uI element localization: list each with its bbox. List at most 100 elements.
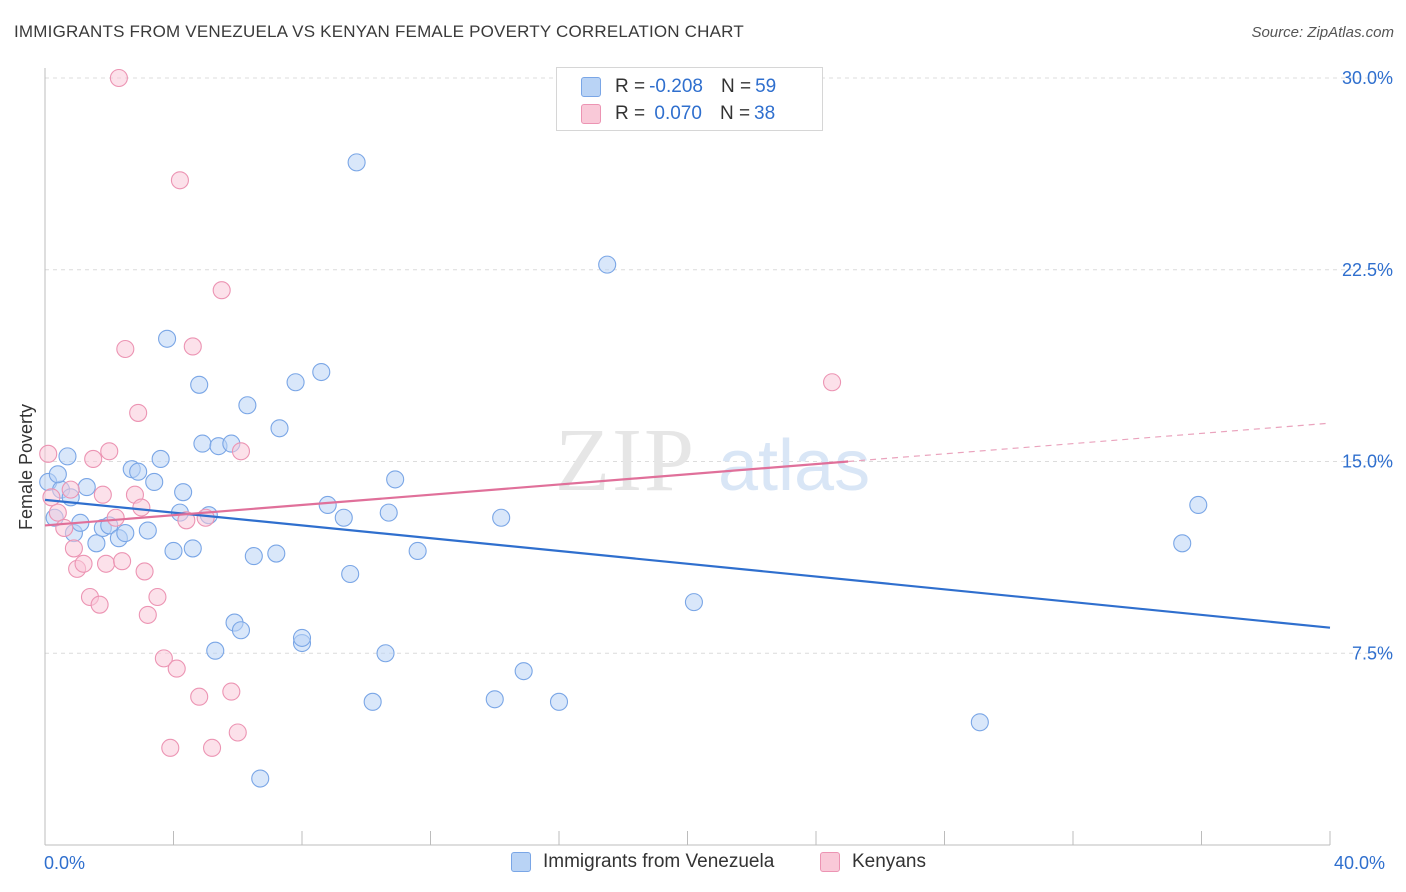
legend-swatch-pink	[581, 104, 601, 124]
point-venezuela	[292, 628, 312, 647]
point-venezuela	[684, 593, 703, 612]
point-kenyan	[183, 337, 202, 356]
point-kenyan	[212, 281, 231, 300]
point-venezuela	[87, 534, 106, 553]
point-kenyan	[154, 649, 173, 668]
chart-source: Source: ZipAtlas.com	[1251, 24, 1394, 41]
series-swatch-pink	[820, 852, 840, 872]
point-venezuela	[270, 419, 289, 438]
grid-lines	[45, 77, 1392, 654]
trend-line-kenyan-extension	[848, 422, 1331, 463]
point-venezuela	[485, 690, 504, 709]
point-venezuela	[514, 662, 533, 681]
point-venezuela	[341, 564, 360, 584]
y-tick-label: 7.5%	[1352, 643, 1393, 663]
point-venezuela	[206, 641, 225, 660]
point-kenyan	[190, 687, 209, 706]
point-kenyan	[138, 605, 157, 624]
point-venezuela	[158, 329, 177, 348]
point-kenyan	[823, 373, 842, 392]
point-venezuela	[238, 396, 257, 415]
x-tick-label-min: 0.0%	[44, 853, 86, 873]
y-tick-label: 22.5%	[1342, 260, 1393, 280]
point-kenyan	[170, 171, 189, 190]
chart-title: IMMIGRANTS FROM VENEZUELA VS KENYAN FEMA…	[14, 22, 744, 41]
point-kenyan	[84, 449, 103, 468]
point-kenyan	[106, 508, 125, 527]
point-venezuela	[1173, 534, 1192, 553]
point-venezuela	[408, 541, 427, 561]
point-kenyan	[39, 444, 58, 463]
point-venezuela	[164, 541, 183, 561]
point-kenyan	[148, 587, 167, 607]
point-kenyan	[116, 339, 135, 359]
series-legend-venezuela[interactable]: Immigrants from Venezuela	[511, 851, 774, 873]
point-kenyan	[90, 595, 109, 614]
point-venezuela	[334, 508, 353, 527]
legend-row-venezuela: R = -0.208 N = 59	[581, 74, 776, 100]
series-swatch-blue	[511, 852, 531, 872]
point-venezuela	[286, 373, 305, 392]
y-tick-label: 15.0%	[1342, 452, 1393, 472]
trend-lines	[44, 422, 1331, 629]
point-kenyan	[64, 539, 83, 558]
point-venezuela	[379, 503, 398, 522]
point-venezuela	[116, 524, 135, 543]
point-venezuela	[312, 362, 331, 382]
trend-line-venezuela	[44, 498, 1331, 629]
point-venezuela	[363, 692, 382, 711]
point-kenyan	[42, 488, 61, 507]
point-kenyan	[228, 723, 247, 742]
point-kenyan	[177, 511, 196, 530]
point-kenyan	[203, 738, 222, 757]
legend-n-label: N =	[719, 103, 751, 124]
point-venezuela	[138, 521, 157, 540]
y-tick-labels: 7.5% 15.0% 22.5% 30.0%	[1342, 68, 1393, 663]
point-venezuela	[386, 470, 405, 489]
point-venezuela	[267, 544, 286, 563]
legend-r-label: R =	[615, 76, 646, 97]
point-venezuela	[58, 447, 77, 466]
point-venezuela	[598, 255, 617, 274]
point-venezuela	[190, 375, 209, 394]
legend-swatch-blue	[581, 77, 601, 97]
point-kenyan	[93, 485, 112, 504]
point-venezuela	[318, 495, 337, 515]
trend-line-kenyan	[44, 460, 849, 527]
watermark-zip: ZIP	[555, 411, 696, 510]
point-kenyan	[113, 552, 132, 571]
point-venezuela	[251, 769, 270, 788]
point-kenyan	[109, 68, 128, 88]
legend-row-kenyans: R = 0.070 N = 38	[581, 101, 775, 127]
point-kenyan	[74, 554, 93, 573]
point-venezuela	[244, 547, 263, 566]
point-kenyan	[129, 403, 148, 422]
point-venezuela	[1189, 495, 1208, 515]
point-venezuela	[549, 692, 569, 711]
legend-n-label: N =	[720, 76, 752, 97]
data-points	[39, 68, 1208, 788]
point-kenyan	[167, 659, 186, 678]
point-kenyan	[96, 554, 116, 573]
series-legend: Immigrants from Venezuela Kenyans	[0, 851, 1406, 877]
stats-legend: R = -0.208 N = 59 R = 0.070 N = 38	[556, 67, 823, 131]
point-kenyan	[61, 480, 80, 499]
point-kenyan	[135, 562, 154, 581]
point-venezuela	[970, 713, 989, 732]
point-venezuela	[151, 449, 170, 468]
x-tick-label-max: 40.0%	[1334, 853, 1386, 873]
legend-r-value: -0.208	[649, 76, 703, 97]
point-venezuela	[376, 644, 395, 663]
legend-r-label: R =	[615, 103, 646, 124]
point-kenyan	[231, 442, 251, 461]
series-legend-kenyans[interactable]: Kenyans	[820, 851, 926, 873]
y-tick-label: 30.0%	[1342, 68, 1393, 88]
legend-r-value: 0.070	[649, 103, 702, 124]
y-axis-label: Female Poverty	[16, 403, 36, 530]
point-venezuela	[174, 483, 193, 502]
point-kenyan	[48, 503, 67, 522]
series-legend-label: Kenyans	[852, 851, 926, 872]
point-kenyan	[55, 518, 74, 538]
point-venezuela	[492, 508, 511, 527]
